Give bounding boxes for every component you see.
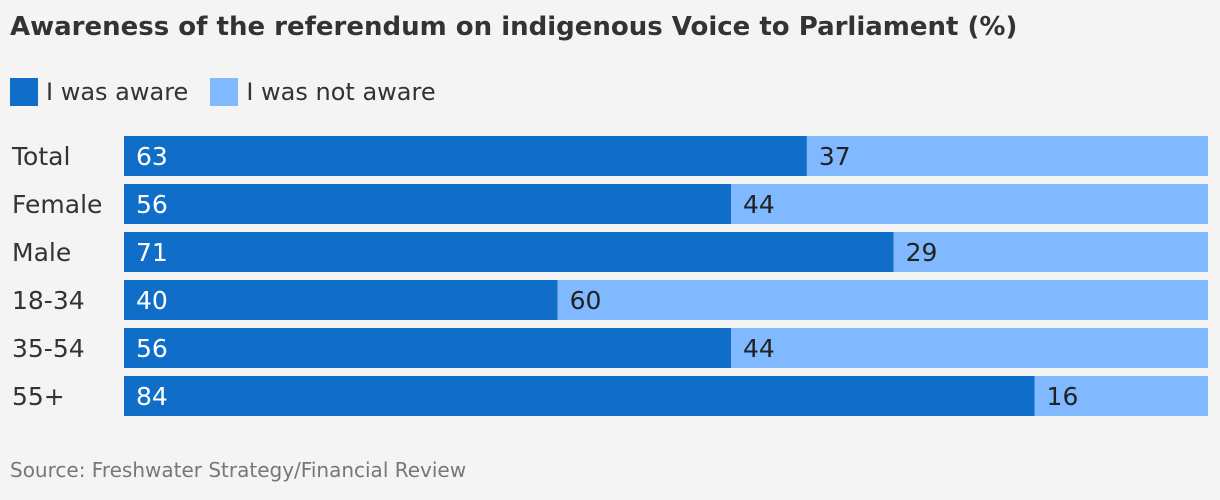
value-label-aware: 63 [136, 142, 168, 171]
bar-aware [124, 232, 894, 272]
category-label: Female [12, 190, 102, 219]
bar-not-aware [1034, 376, 1208, 416]
bar-not-aware [893, 232, 1208, 272]
stacked-bar-chart: Total 63 37 Female 56 44 Male 71 29 18-34 40 60 35-5… [11, 136, 1208, 416]
legend-label-aware: I was aware [46, 78, 189, 106]
value-label-not-aware: 29 [906, 238, 938, 267]
value-label-aware: 84 [136, 382, 168, 411]
bar-not-aware [806, 136, 1208, 176]
source-note: Source: Freshwater Strategy/Financial Re… [10, 458, 467, 482]
value-label-not-aware: 37 [819, 142, 851, 171]
value-label-not-aware: 44 [743, 190, 775, 219]
legend-item-not-aware: I was not aware [210, 78, 436, 106]
category-label: 35-54 [12, 334, 85, 363]
bar-aware [124, 280, 558, 320]
value-label-aware: 71 [136, 238, 168, 267]
value-label-aware: 40 [136, 286, 168, 315]
value-label-not-aware: 16 [1047, 382, 1079, 411]
bar-aware [124, 328, 732, 368]
value-label-not-aware: 44 [743, 334, 775, 363]
bar-aware [124, 136, 807, 176]
category-label: 18-34 [12, 286, 85, 315]
legend-swatch-aware [10, 78, 38, 106]
value-label-aware: 56 [136, 190, 168, 219]
legend-label-not-aware: I was not aware [246, 78, 436, 106]
value-label-not-aware: 60 [570, 286, 602, 315]
bar-not-aware [731, 328, 1208, 368]
bar-not-aware [731, 184, 1208, 224]
category-label: Total [11, 142, 70, 171]
legend-item-aware: I was aware [10, 78, 188, 106]
bar-aware [124, 376, 1035, 416]
legend-swatch-not-aware [210, 78, 239, 106]
legend: I was aware I was not aware [10, 76, 458, 108]
value-label-aware: 56 [136, 334, 168, 363]
bar-not-aware [557, 280, 1208, 320]
chart-title: Awareness of the referendum on indigenou… [10, 12, 1018, 42]
bar-aware [124, 184, 732, 224]
category-label: 55+ [12, 382, 65, 411]
category-label: Male [12, 238, 71, 267]
